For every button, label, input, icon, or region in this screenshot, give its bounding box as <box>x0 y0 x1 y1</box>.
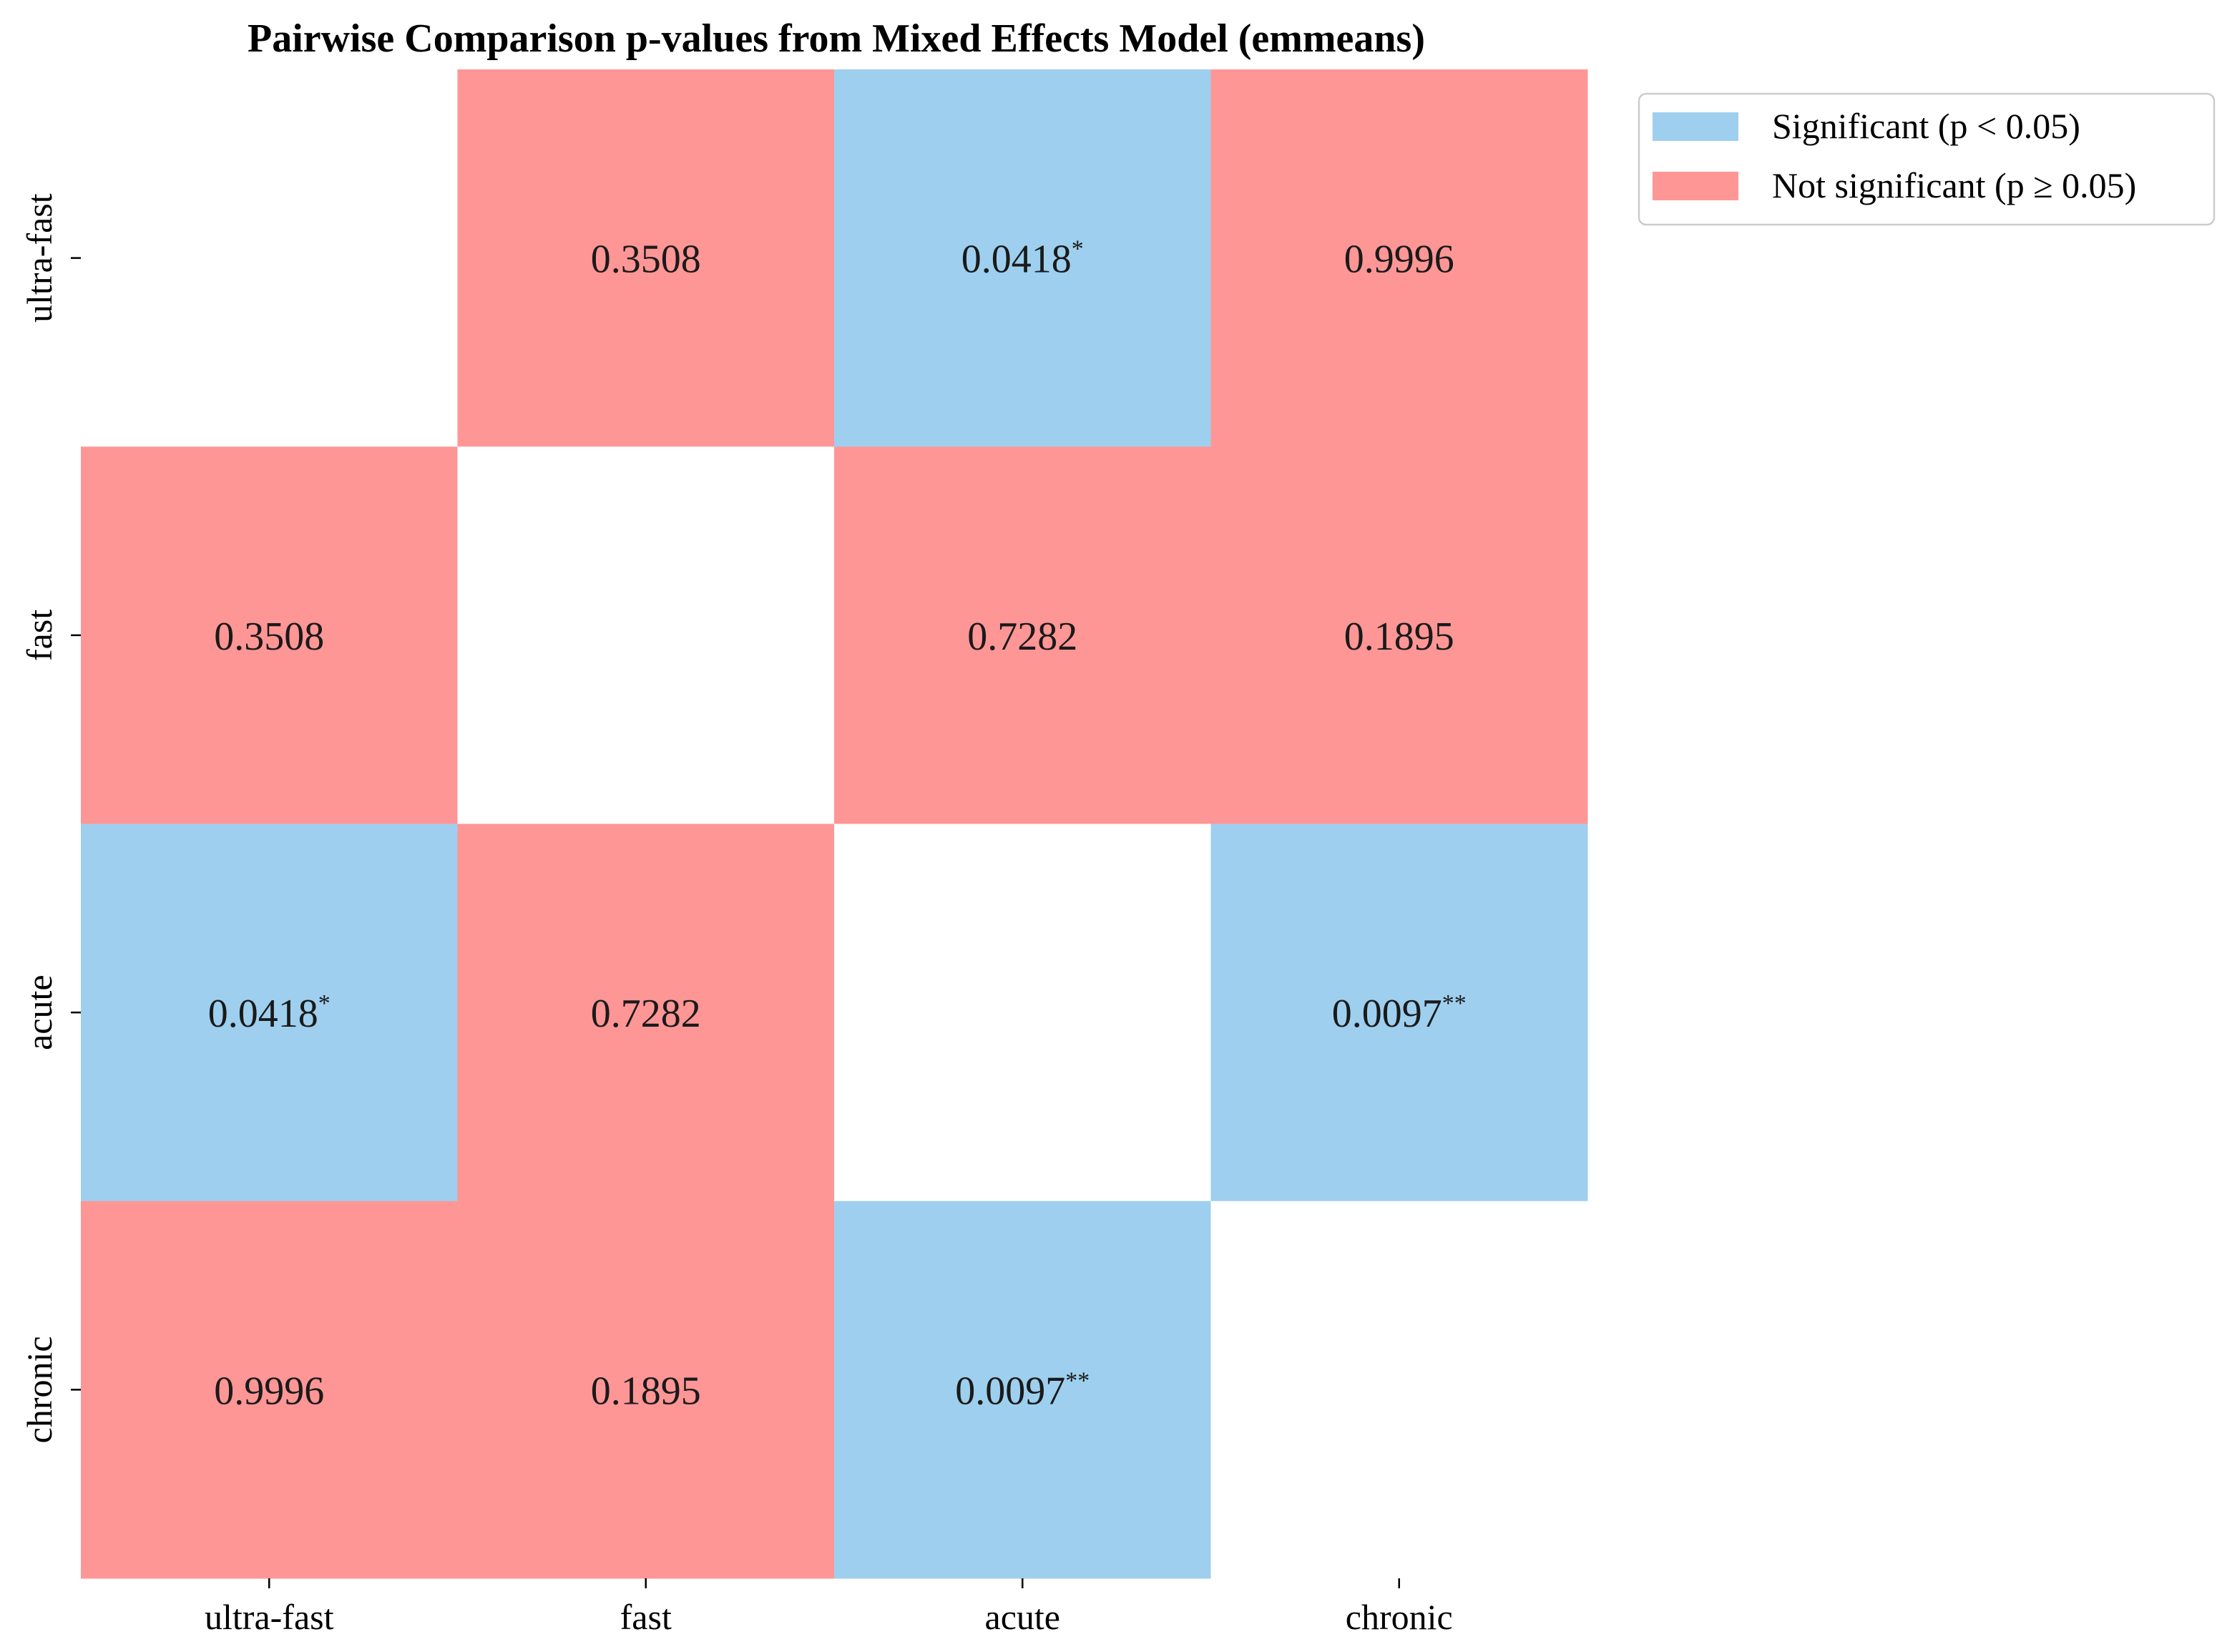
heatmap-cell-acute-chronic <box>1210 823 1588 1202</box>
heatmap-cell-acute-acute <box>834 823 1211 1202</box>
heatmap-cell-acute-fast <box>457 823 835 1202</box>
heatmap-cell-ultra-fast-ultra-fast <box>81 69 458 447</box>
legend-label-significant: Significant (p < 0.05) <box>1772 106 2080 146</box>
heatmap-cell-fast-fast <box>457 446 835 824</box>
y-tick-label-acute: acute <box>19 974 59 1050</box>
y-axis: ultra-fast fast acute chronic <box>19 193 81 1443</box>
x-tick-label-acute: acute <box>985 1597 1060 1637</box>
cell-labels: 0.3508 0.0418* 0.9996 0.3508 0.7282 0.1895 0.0… <box>208 236 1467 1414</box>
legend-swatch-significant <box>1653 112 1738 141</box>
heatmap-cell-ultra-fast-fast <box>457 69 835 447</box>
heatmap-cell-ultra-fast-acute <box>834 69 1211 447</box>
y-tick-label-chronic: chronic <box>19 1336 59 1443</box>
legend-frame <box>1638 92 2216 226</box>
cell-value-label: 0.1895 <box>1344 615 1454 659</box>
heatmap-cell-fast-chronic <box>1210 446 1588 824</box>
legend: Significant (p < 0.05) Not significant (p… <box>1638 92 2216 226</box>
y-tick-label-fast: fast <box>19 610 59 661</box>
x-tick-label-fast: fast <box>620 1597 672 1637</box>
cell-value-label: 0.0097** <box>1332 990 1467 1036</box>
cell-value-label: 0.0418* <box>208 990 331 1036</box>
x-tick-label-ultra-fast: ultra-fast <box>205 1597 334 1637</box>
cell-value-label: 0.0097** <box>955 1367 1090 1413</box>
heatmap-cell-fast-ultra-fast <box>81 446 458 824</box>
cell-value-label: 0.9996 <box>214 1369 324 1413</box>
cell-value-label: 0.9996 <box>1344 238 1454 282</box>
cell-value-label: 0.7282 <box>591 992 701 1036</box>
heatmap-cell-chronic-fast <box>457 1201 835 1579</box>
legend-swatch-not-significant <box>1653 172 1738 200</box>
heatmap-cell-ultra-fast-chronic <box>1210 69 1588 447</box>
cell-value-label: 0.3508 <box>591 238 701 282</box>
x-tick-label-chronic: chronic <box>1346 1597 1453 1637</box>
x-axis: ultra-fast fast acute chronic <box>205 1578 1453 1637</box>
y-tick-label-ultra-fast: ultra-fast <box>19 193 59 323</box>
cell-value-label: 0.3508 <box>214 615 324 659</box>
heatmap-cell-chronic-acute <box>834 1201 1211 1579</box>
chart-title: Pairwise Comparison p-values from Mixed … <box>248 16 1425 61</box>
cell-value-label: 0.0418* <box>961 236 1084 282</box>
heatmap-cell-fast-acute <box>834 446 1211 824</box>
heatmap-cell-chronic-ultra-fast <box>81 1201 458 1579</box>
cell-value-label: 0.7282 <box>967 615 1077 659</box>
heatmap-cell-chronic-chronic <box>1210 1201 1588 1579</box>
heatmap-cells <box>81 69 1588 1579</box>
cell-value-label: 0.1895 <box>591 1369 701 1413</box>
heatmap-cell-acute-ultra-fast <box>81 823 458 1202</box>
legend-label-not-significant: Not significant (p ≥ 0.05) <box>1772 165 2136 205</box>
